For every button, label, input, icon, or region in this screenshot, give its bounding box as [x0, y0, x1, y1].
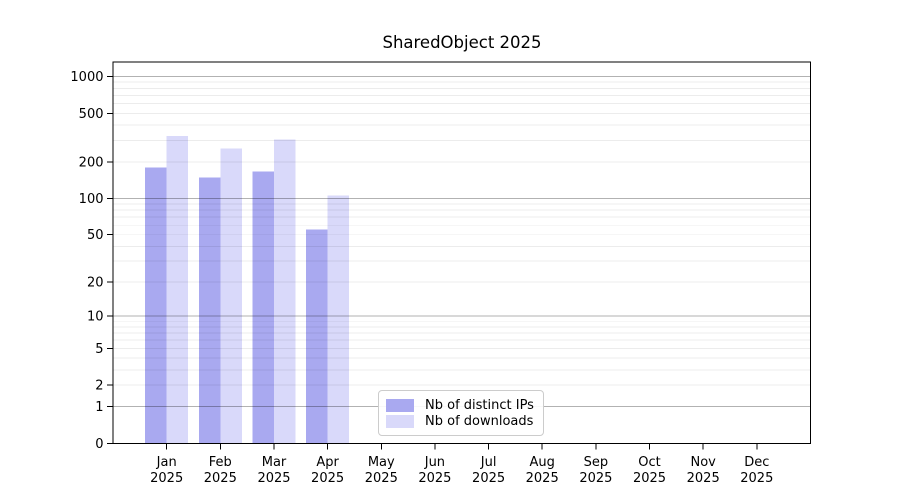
bar-nb-of-downloads-mar	[274, 139, 296, 444]
plot-frame	[112, 61, 812, 445]
legend: Nb of distinct IPs Nb of downloads	[378, 390, 544, 436]
y-tick-label-200: 200	[79, 155, 104, 170]
bar-nb-of-downloads-jan	[166, 136, 189, 444]
x-tick-label-jun: Jun 2025	[418, 455, 451, 486]
x-tick-label-mar: Mar 2025	[257, 455, 290, 486]
y-tick-label-5: 5	[95, 342, 103, 357]
y-axis-group: 0 1 2 5 10 20 50 100 200 500 1000	[70, 70, 113, 452]
x-axis-group: Jan 2025 Feb 2025 Mar 2025 Apr 2025 May 2025 Jun 20…	[150, 443, 773, 486]
x-tick-label-dec: Dec 2025	[740, 455, 773, 486]
bar-nb-of-downloads-apr	[327, 195, 350, 444]
y-tick-label-50: 50	[87, 228, 104, 243]
y-tick-label-10: 10	[87, 310, 104, 325]
x-tick-label-oct: Oct 2025	[633, 455, 666, 486]
chart-title: SharedObject 2025	[382, 33, 542, 52]
legend-item-distinct-ips: Nb of distinct IPs	[386, 397, 536, 413]
y-tick-label-20: 20	[87, 275, 104, 290]
grid-group	[113, 76, 811, 408]
bars-group	[145, 136, 350, 444]
bar-nb-of-distinct-ips-jan	[145, 167, 167, 444]
legend-label-distinct-ips: Nb of distinct IPs	[425, 397, 534, 413]
legend-item-downloads: Nb of downloads	[386, 413, 536, 429]
y-tick-label-0: 0	[95, 437, 103, 452]
x-tick-label-aug: Aug 2025	[526, 455, 559, 486]
y-tick-label-1: 1	[95, 400, 103, 415]
y-tick-label-2: 2	[95, 379, 103, 394]
x-tick-label-apr: Apr 2025	[311, 455, 344, 486]
x-tick-label-sep: Sep 2025	[579, 455, 612, 486]
x-tick-label-jan: Jan 2025	[150, 455, 183, 486]
bar-nb-of-downloads-feb	[220, 148, 242, 444]
y-tick-label-100: 100	[79, 192, 104, 207]
legend-label-downloads: Nb of downloads	[425, 413, 534, 429]
bar-nb-of-distinct-ips-apr	[306, 229, 328, 444]
x-tick-label-feb: Feb 2025	[204, 455, 237, 486]
y-tick-label-500: 500	[79, 107, 104, 122]
x-tick-label-nov: Nov 2025	[687, 455, 720, 486]
bar-nb-of-distinct-ips-feb	[198, 177, 221, 444]
bar-nb-of-distinct-ips-mar	[252, 171, 274, 444]
y-tick-label-1000: 1000	[70, 70, 103, 85]
legend-swatch-distinct-ips	[386, 398, 414, 412]
legend-swatch-downloads	[386, 414, 414, 428]
x-tick-label-may: May 2025	[365, 455, 398, 486]
x-tick-label-jul: Jul 2025	[472, 455, 505, 486]
